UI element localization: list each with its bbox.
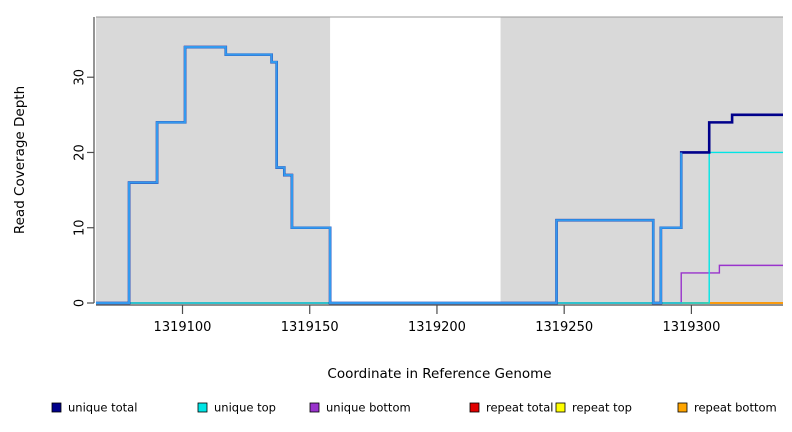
x-axis-title: Coordinate in Reference Genome — [327, 366, 551, 382]
y-tick-label: 0 — [73, 299, 88, 307]
legend: unique total unique top unique bottom repea… — [51, 401, 777, 415]
legend-swatch-unique-total — [51, 402, 62, 413]
shaded-region — [96, 17, 331, 303]
y-tick-label: 20 — [73, 144, 88, 161]
x-tick-label: 1319300 — [662, 320, 720, 335]
x-tick-label: 1319100 — [154, 320, 212, 335]
axis-labels-group: Coordinate in Reference Genome Read Cover… — [12, 86, 552, 382]
legend-swatch-unique-top — [197, 402, 208, 413]
legend-label-repeat-top: repeat top — [572, 401, 632, 415]
legend-label-unique-top: unique top — [214, 401, 276, 415]
legend-label-unique-total: unique total — [68, 401, 137, 415]
legend-swatch-repeat-top — [555, 402, 566, 413]
legend-label-repeat-total: repeat total — [486, 401, 553, 415]
series-line-unique-total-overlay — [96, 46, 683, 305]
axes-group: 0 10 20 30 1319100 1319150 1319200 1319250 13193… — [73, 16, 783, 335]
shaded-region-group — [96, 17, 783, 303]
legend-label-repeat-bottom: repeat bottom — [694, 401, 777, 415]
series-group — [96, 45, 783, 305]
x-tick-label: 1319200 — [408, 320, 466, 335]
y-axis-title: Read Coverage Depth — [12, 86, 28, 234]
legend-swatch-repeat-bottom — [677, 402, 688, 413]
legend-swatch-repeat-total — [469, 402, 480, 413]
legend-swatch-unique-bottom — [309, 402, 320, 413]
legend-label-unique-bottom: unique bottom — [326, 401, 411, 415]
y-tick-label: 30 — [73, 69, 88, 86]
x-tick-label: 1319150 — [281, 320, 339, 335]
y-tick-label: 10 — [73, 219, 88, 236]
x-tick-label: 1319250 — [535, 320, 593, 335]
shaded-region — [500, 17, 783, 303]
